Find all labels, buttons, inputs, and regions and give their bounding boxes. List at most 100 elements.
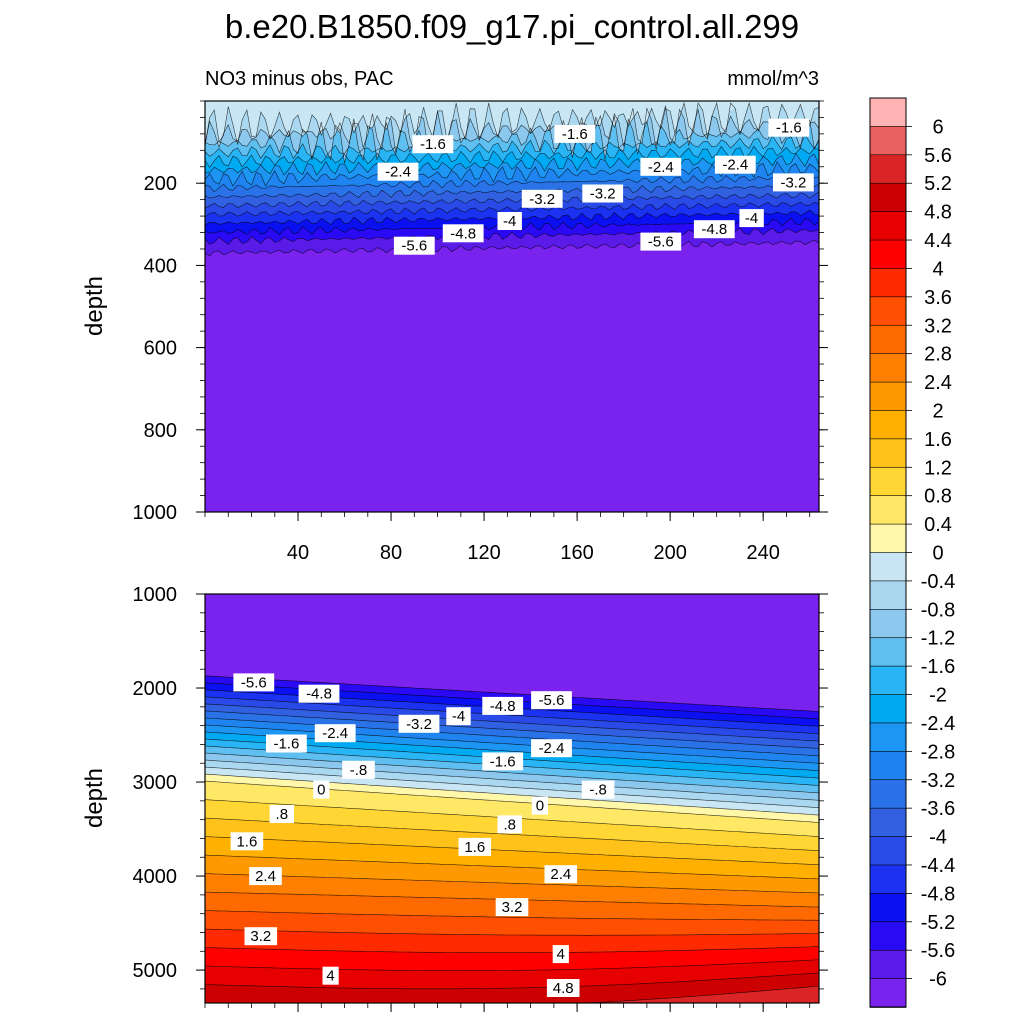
contour-label-box [398, 714, 440, 733]
contour-label-text: -2.4 [648, 159, 674, 176]
colorbar-swatch [869, 126, 907, 156]
contour-label-box [266, 734, 307, 753]
colorbar-label: 1.2 [924, 457, 952, 479]
upper-ytick-label: 600 [144, 338, 177, 360]
colorbar-swatch [869, 324, 907, 355]
upper-axes: 200 400 600 800 1000 40 80 120 160 200 240 [133, 100, 828, 564]
lower-contour-line [205, 752, 819, 794]
colorbar-swatch [869, 410, 907, 440]
contour-label: -2.4 [377, 162, 419, 181]
contour-label: -4 [497, 212, 522, 230]
contour-label: -4 [446, 707, 471, 726]
lower-contour-line [205, 759, 819, 801]
contour-label-text: -3.2 [590, 186, 616, 203]
contour-label: 1.6 [230, 832, 264, 851]
contour-label: -4.8 [693, 220, 735, 239]
contour-label: -.8 [342, 760, 375, 779]
contour-label: 0 [531, 796, 548, 815]
colorbar-label: 5.6 [924, 145, 952, 167]
lower-ytick-label: 3000 [133, 772, 178, 794]
contour-label-box [546, 979, 580, 997]
contour-label-text: 2.4 [550, 866, 571, 883]
contour-label-text: .8 [276, 806, 289, 823]
contour-label-box [298, 684, 340, 703]
contour-label: 4 [322, 966, 339, 985]
contour-label-text: -1.6 [273, 736, 299, 753]
lower-ytick-label: 2000 [133, 678, 178, 700]
contour-label-box [393, 236, 435, 255]
colorbar-label: -0.8 [921, 599, 955, 621]
upper-panel: -1.6 -1.6 -1.6 -2.4 -2.4 -2.4 -3.2 -3.2 -3.2 -4 -4… [81, 100, 828, 564]
contour-label-box [446, 707, 471, 726]
upper-xtick-label: 160 [560, 542, 593, 564]
contour-label-box [531, 796, 548, 815]
colorbar-swatch [869, 466, 907, 497]
lower-contour-line [205, 972, 819, 990]
lower-plot-frame [204, 593, 820, 1004]
upper-contour-line [205, 134, 819, 160]
colorbar-swatch [869, 381, 907, 412]
contour-label-text: -4 [745, 210, 758, 227]
contour-label-box [249, 867, 282, 886]
colorbar-label: -1.2 [921, 628, 955, 650]
colorbar-label: 2 [932, 401, 943, 423]
upper-contour-line [205, 183, 819, 199]
colorbar-label: 5.2 [924, 173, 952, 195]
upper-ytick-label: 1000 [133, 502, 178, 524]
contour-label-text: -4.8 [450, 225, 476, 242]
contour-label-box [482, 696, 524, 715]
contour-label-text: 3.2 [250, 928, 271, 945]
contour-label-text: 1.6 [236, 833, 257, 850]
lower-contour-line [205, 766, 819, 808]
lower-contour-line [205, 724, 819, 764]
upper-band [205, 101, 819, 112]
upper-plot-frame [204, 100, 820, 513]
upper-xtick-label: 40 [287, 542, 309, 564]
upper-xtick-label: 80 [380, 542, 402, 564]
contour-label-box [640, 157, 682, 176]
contour-label-text: 0 [317, 782, 325, 799]
lower-contour-line [205, 717, 819, 757]
colorbar-label: 3.2 [924, 315, 952, 337]
lower-contour-line [205, 780, 819, 823]
contour-label-text: 3.2 [502, 899, 523, 916]
contour-label: -2.4 [714, 155, 756, 174]
lower-axes: 1000 2000 3000 4000 5000 [133, 584, 828, 1012]
contour-label: -3.2 [521, 189, 563, 208]
lower-contour-line [205, 675, 819, 712]
contour-label-box [269, 805, 294, 823]
contour-label-box [233, 673, 275, 692]
contour-label-text: -.8 [589, 782, 607, 799]
contour-label-text: 4 [557, 946, 565, 963]
contour-label-text: 0 [536, 798, 544, 815]
contour-label-box [377, 162, 419, 181]
lower-contour-line [205, 731, 819, 771]
contour-label-box [640, 232, 682, 251]
contour-label: -1.6 [412, 135, 454, 154]
contour-label: -1.6 [482, 752, 524, 771]
contour-label-text: -2.4 [722, 157, 748, 174]
lower-contour-line [205, 773, 819, 816]
colorbar-swatch [869, 268, 907, 298]
contour-label-box [313, 780, 330, 799]
colorbar-swatch [869, 97, 907, 128]
lower-contour-bands [205, 675, 819, 1003]
colorbar-label: -0.4 [921, 571, 955, 593]
contour-label-box [244, 927, 278, 946]
contour-label: -1.6 [554, 124, 596, 143]
contour-label-text: -3.2 [780, 174, 806, 191]
subtitle-units: mmol/m^3 [727, 68, 819, 90]
contour-label-text: -4 [452, 708, 465, 725]
contour-label: -5.6 [233, 673, 275, 692]
colorbar-label: -4 [929, 827, 947, 849]
contour-label-text: 4 [326, 968, 334, 985]
contour-label: 0 [313, 780, 330, 799]
lower-panel: -5.6 -5.6 -4.8 -4.8 -4 -3.2 -2.4 -2.4 -1.6 -1.6 -.… [81, 584, 828, 1012]
contour-label-box [693, 220, 735, 239]
colorbar-label: 0 [932, 543, 943, 565]
colorbar-swatch [869, 552, 907, 582]
upper-contour-line [205, 145, 819, 168]
lower-contour-line [205, 817, 819, 851]
